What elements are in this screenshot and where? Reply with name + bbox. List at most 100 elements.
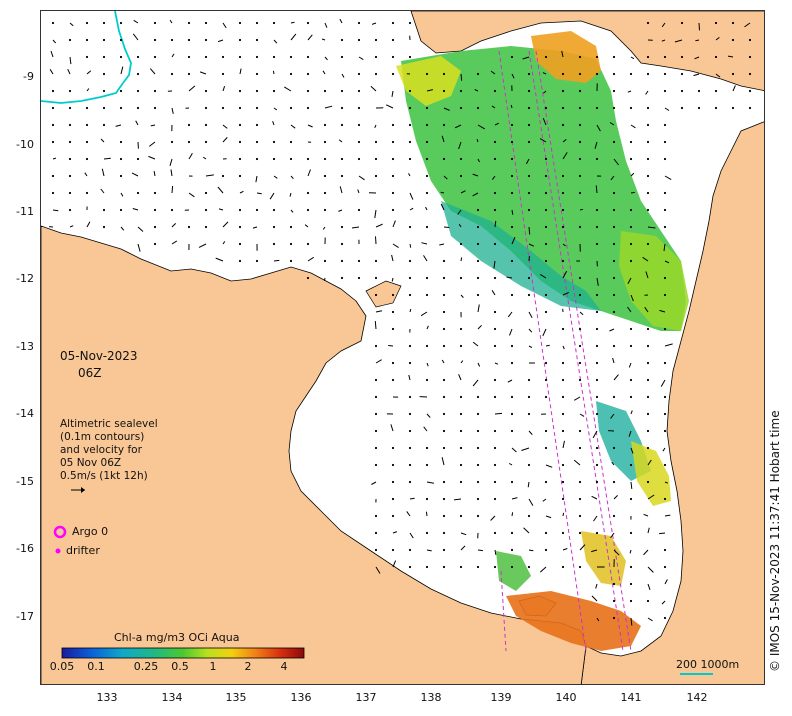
velocity-dot	[578, 191, 582, 195]
velocity-dot	[544, 157, 548, 161]
velocity-arrow	[441, 135, 445, 143]
velocity-arrow	[374, 124, 377, 129]
velocity-dot	[187, 72, 191, 76]
velocity-dot	[85, 157, 89, 161]
velocity-dot	[459, 429, 463, 433]
velocity-dot	[289, 225, 293, 229]
velocity-arrow	[443, 107, 450, 111]
velocity-dot	[255, 123, 259, 127]
velocity-arrow	[273, 175, 278, 179]
velocity-dot	[391, 21, 395, 25]
velocity-arrow	[290, 33, 297, 41]
velocity-dot	[612, 599, 616, 603]
velocity-dot	[629, 106, 633, 110]
velocity-arrow	[441, 457, 445, 466]
velocity-arrow	[409, 192, 414, 200]
velocity-arrow	[474, 89, 479, 92]
velocity-dot	[459, 157, 463, 161]
velocity-arrow	[574, 396, 581, 401]
velocity-dot	[119, 157, 123, 161]
velocity-dot	[459, 514, 463, 518]
velocity-arrow	[611, 461, 615, 466]
velocity-dot	[629, 582, 633, 586]
velocity-dot	[527, 191, 531, 195]
velocity-arrow	[491, 290, 496, 296]
velocity-dot	[119, 140, 123, 144]
map-canvas	[41, 11, 764, 684]
velocity-dot	[391, 72, 395, 76]
velocity-dot	[510, 531, 514, 535]
velocity-dot	[119, 55, 123, 59]
velocity-dot	[578, 327, 582, 331]
velocity-arrow	[86, 221, 91, 228]
velocity-arrow	[543, 90, 547, 94]
velocity-dot	[629, 208, 633, 212]
velocity-dot	[646, 123, 650, 127]
velocity-dot	[289, 259, 293, 263]
colorbar-tick: 0.5	[171, 660, 189, 673]
velocity-dot	[459, 89, 463, 93]
velocity-dot	[595, 361, 599, 365]
velocity-dot	[136, 191, 140, 195]
velocity-dot	[561, 174, 565, 178]
velocity-arrow	[426, 549, 432, 552]
velocity-arrow	[542, 118, 547, 126]
velocity-arrow	[507, 311, 513, 318]
velocity-dot	[459, 480, 463, 484]
velocity-dot	[153, 55, 157, 59]
velocity-dot	[578, 565, 582, 569]
velocity-dot	[476, 208, 480, 212]
chl-patch-east-yellow	[631, 441, 671, 506]
velocity-dot	[425, 72, 429, 76]
velocity-dot	[612, 293, 616, 297]
velocity-dot	[102, 208, 106, 212]
velocity-arrow	[443, 175, 448, 180]
velocity-dot	[595, 446, 599, 450]
velocity-dot	[663, 293, 667, 297]
velocity-arrow	[272, 121, 275, 126]
velocity-legend-arrowhead	[81, 487, 85, 493]
velocity-dot	[255, 89, 259, 93]
track-3	[500, 570, 507, 652]
velocity-arrow	[69, 225, 74, 228]
velocity-dot	[153, 21, 157, 25]
velocity-arrow	[494, 412, 503, 415]
velocity-dot	[391, 174, 395, 178]
velocity-arrow	[137, 243, 141, 252]
velocity-dot	[697, 106, 701, 110]
velocity-arrow	[440, 203, 445, 211]
velocity-dot	[204, 55, 208, 59]
velocity-arrow	[322, 70, 326, 75]
velocity-dot	[306, 157, 310, 161]
velocity-dot	[629, 565, 633, 569]
lat-tick-label: -13	[16, 340, 34, 353]
velocity-arrow	[86, 88, 90, 92]
velocity-dot	[663, 157, 667, 161]
velocity-arrow	[591, 495, 598, 500]
velocity-arrow	[392, 243, 399, 249]
velocity-dot	[374, 378, 378, 382]
argo-label: Argo 0	[72, 525, 109, 538]
velocity-dot	[527, 106, 531, 110]
lon-tick-label: 138	[420, 691, 442, 704]
velocity-arrow	[664, 481, 669, 484]
velocity-dot	[272, 55, 276, 59]
scale-label: 200 1000m	[676, 658, 740, 671]
velocity-dot	[374, 38, 378, 42]
velocity-arrow	[630, 172, 635, 177]
velocity-arrow	[595, 185, 598, 194]
velocity-arrow	[409, 243, 412, 248]
velocity-arrow	[494, 122, 500, 126]
velocity-dot	[357, 276, 361, 280]
velocity-arrow	[647, 226, 656, 229]
velocity-dot	[51, 191, 55, 195]
velocity-dot	[340, 157, 344, 161]
chl-patch-south-orange	[506, 591, 641, 651]
velocity-dot	[306, 21, 310, 25]
velocity-dot	[544, 395, 548, 399]
velocity-arrow	[494, 549, 497, 555]
velocity-dot	[442, 531, 446, 535]
velocity-arrow	[370, 85, 377, 92]
velocity-arrow	[171, 107, 174, 114]
velocity-arrow	[528, 345, 533, 349]
